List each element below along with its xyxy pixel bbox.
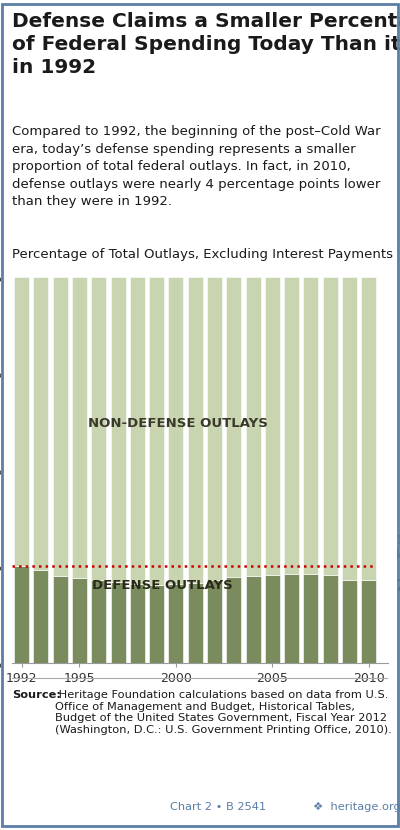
Bar (246, 276, 260, 576)
Bar (284, 276, 299, 574)
Text: NON-DEFENSE OUTLAYS: NON-DEFENSE OUTLAYS (88, 417, 267, 430)
Bar (342, 580, 357, 663)
Bar (226, 276, 241, 577)
Bar (361, 276, 376, 580)
Bar (246, 576, 260, 663)
Bar (149, 585, 164, 663)
Text: Chart 2 • B 2541: Chart 2 • B 2541 (170, 802, 266, 812)
Bar (168, 276, 184, 583)
Bar (14, 565, 29, 663)
Bar (361, 580, 376, 663)
Bar (188, 276, 203, 583)
Text: Source:: Source: (12, 690, 61, 700)
Bar (110, 276, 126, 582)
Bar (130, 583, 145, 663)
Bar (207, 276, 222, 580)
Bar (207, 580, 222, 663)
Text: Defense Claims a Smaller Percentage
of Federal Spending Today Than it Did
in 199: Defense Claims a Smaller Percentage of F… (12, 12, 400, 77)
Bar (188, 583, 203, 663)
Text: DEFENSE OUTLAYS: DEFENSE OUTLAYS (92, 579, 233, 592)
Bar (323, 575, 338, 663)
Bar (130, 276, 145, 583)
Bar (34, 276, 48, 570)
Text: 1992
level:: 1992 level: (396, 535, 400, 562)
Text: Heritage Foundation calculations based on data from U.S. Office of Management an: Heritage Foundation calculations based o… (55, 690, 392, 735)
Bar (323, 276, 338, 575)
Bar (14, 276, 29, 565)
Bar (303, 574, 318, 663)
Text: Percentage of Total Outlays, Excluding Interest Payments: Percentage of Total Outlays, Excluding I… (12, 247, 393, 261)
Bar (91, 580, 106, 663)
Text: ❖  heritage.org: ❖ heritage.org (313, 802, 400, 812)
Bar (53, 276, 68, 576)
Text: 25.2%: 25.2% (396, 579, 400, 594)
Bar (72, 276, 87, 578)
Bar (34, 570, 48, 663)
Bar (284, 574, 299, 663)
Bar (168, 583, 184, 663)
Bar (72, 578, 87, 663)
Bar (226, 577, 241, 663)
Bar (53, 576, 68, 663)
Bar (91, 276, 106, 580)
Bar (303, 276, 318, 574)
Bar (149, 276, 164, 585)
Bar (265, 276, 280, 575)
Bar (110, 582, 126, 663)
Text: Compared to 1992, the beginning of the post–Cold War era, today’s defense spendi: Compared to 1992, the beginning of the p… (12, 125, 381, 208)
Bar (342, 276, 357, 580)
Bar (265, 575, 280, 663)
